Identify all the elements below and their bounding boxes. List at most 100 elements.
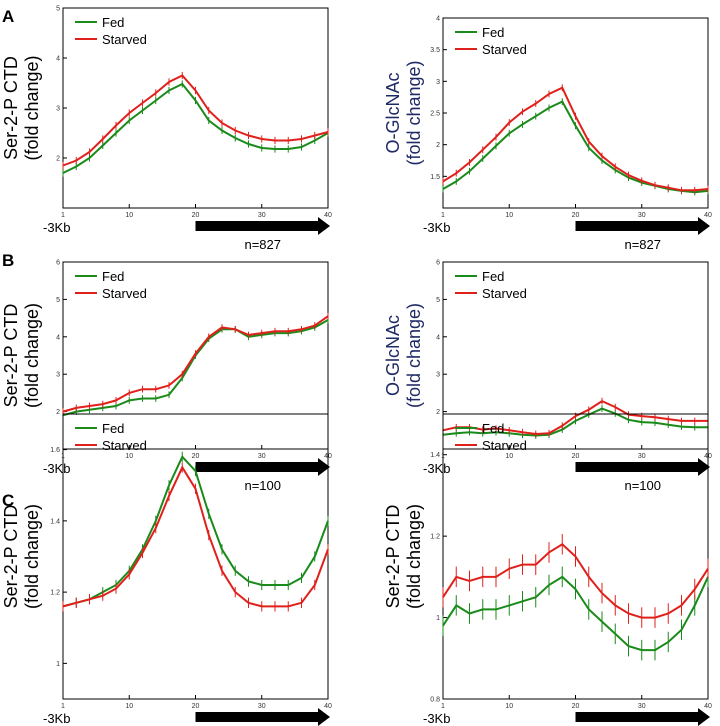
- n-label: n=827: [624, 237, 661, 252]
- chart-a-right: 1.5 2 2.5 3 3.5 4 10 20 30 40 1 Fed Starved O-GlcNAc(…: [383, 16, 712, 253]
- y-tick-label: 1.5: [430, 174, 440, 181]
- series-starved: [62, 462, 329, 612]
- y-axis-label-line: (fold change): [404, 504, 424, 609]
- y-tick-label: 3: [436, 79, 440, 86]
- series-fed: [62, 80, 329, 177]
- y-tick-label: 3: [56, 106, 60, 113]
- series-fed: [62, 451, 329, 612]
- series-fed: [442, 566, 709, 661]
- panel-letter-b: B: [2, 251, 14, 270]
- chart-a-left: 2 3 4 5 10 20 30 40 1 Fed Starved Ser-2-P CTD(fold …: [1, 6, 332, 253]
- y-tick-label: 2: [56, 409, 60, 416]
- series-starved: [62, 71, 329, 170]
- legend-label-starved: Starved: [482, 438, 527, 453]
- series-starved: [442, 397, 709, 438]
- x-tick-label: 30: [258, 453, 266, 460]
- x-start-label: -3Kb: [423, 461, 450, 476]
- legend-label-fed: Fed: [482, 269, 504, 284]
- y-axis-label-line: Ser-2-P CTD: [1, 304, 21, 408]
- chart-c-left: 1 1.2 1.4 1.6 10 20 30 40 1 Fed Starved Ser-2-P CTD…: [1, 413, 332, 726]
- series-line-starved: [442, 86, 709, 192]
- y-tick-label: 1: [56, 661, 60, 668]
- gene-body-arrow: [195, 708, 330, 726]
- x-tick-label: 10: [505, 212, 513, 219]
- y-axis-label-line: Ser-2-P CTD: [383, 505, 403, 609]
- gene-body-arrow: [575, 708, 710, 726]
- y-axis-label: Ser-2-P CTD(fold change): [1, 55, 42, 160]
- y-tick-label: 2: [436, 409, 440, 416]
- y-tick-label: 2.5: [430, 111, 440, 118]
- legend-label-fed: Fed: [102, 421, 124, 436]
- x-tick-label: 20: [572, 453, 580, 460]
- x-tick-label: 30: [638, 453, 646, 460]
- n-label: n=100: [244, 478, 281, 493]
- x-tick-label: 10: [505, 703, 513, 710]
- y-tick-label: 5: [56, 297, 60, 304]
- x-start-label: -3Kb: [423, 711, 450, 726]
- legend-label-fed: Fed: [482, 421, 504, 436]
- y-tick-label: 1.4: [430, 452, 440, 459]
- legend-label-starved: Starved: [482, 286, 527, 301]
- legend-label-fed: Fed: [482, 25, 504, 40]
- panel-letter-a: A: [2, 7, 14, 26]
- x-tick-label: 20: [192, 212, 200, 219]
- y-axis-label: O-GlcNAc(fold change): [383, 303, 424, 408]
- y-axis-label: Ser-2-P CTD(fold change): [1, 504, 42, 609]
- y-axis-label: Ser-2-P CTD(fold change): [383, 504, 424, 609]
- y-tick-label: 3: [436, 372, 440, 379]
- x-start-label: -3Kb: [43, 461, 70, 476]
- x-tick-label: 1: [441, 703, 445, 710]
- x-tick-label: 1: [61, 212, 65, 219]
- x-tick-label: 30: [258, 703, 266, 710]
- y-tick-label: 3.5: [430, 47, 440, 54]
- y-axis-label-line: (fold change): [404, 303, 424, 408]
- x-tick-label: 30: [638, 703, 646, 710]
- x-tick-label: 10: [505, 453, 513, 460]
- series-starved: [442, 534, 709, 628]
- x-tick-label: 20: [572, 703, 580, 710]
- gene-body-arrow: [195, 217, 330, 235]
- y-tick-label: 6: [56, 260, 60, 267]
- x-tick-label: 1: [441, 212, 445, 219]
- x-tick-label: 40: [324, 703, 332, 710]
- legend-label-starved: Starved: [102, 438, 147, 453]
- y-axis-label-line: O-GlcNAc: [383, 315, 403, 396]
- x-tick-label: 20: [192, 453, 200, 460]
- x-tick-label: 10: [125, 212, 133, 219]
- y-tick-label: 1.2: [430, 534, 440, 541]
- y-axis-label-line: (fold change): [404, 60, 424, 165]
- y-tick-label: 2: [56, 156, 60, 163]
- x-tick-label: 40: [704, 212, 712, 219]
- gene-body-arrow: [575, 217, 710, 235]
- y-axis-label-line: Ser-2-P CTD: [1, 505, 21, 609]
- series-fed: [442, 405, 709, 439]
- y-tick-label: 5: [436, 297, 440, 304]
- legend-label-fed: Fed: [102, 269, 124, 284]
- legend-label-starved: Starved: [102, 32, 147, 47]
- n-label: n=100: [624, 478, 661, 493]
- x-tick-label: 30: [258, 212, 266, 219]
- y-tick-label: 2: [436, 142, 440, 149]
- x-start-label: -3Kb: [43, 220, 70, 235]
- gene-body-arrow: [195, 458, 330, 476]
- x-start-label: -3Kb: [423, 220, 450, 235]
- panel-letter-c: C: [2, 491, 14, 510]
- x-tick-label: 20: [572, 212, 580, 219]
- x-start-label: -3Kb: [43, 711, 70, 726]
- y-tick-label: 3: [56, 372, 60, 379]
- y-tick-label: 1.2: [50, 590, 60, 597]
- legend-label-starved: Starved: [102, 286, 147, 301]
- legend-label-starved: Starved: [482, 42, 527, 57]
- y-axis-label-line: (fold change): [22, 55, 42, 160]
- gene-body-arrow: [575, 458, 710, 476]
- y-tick-label: 0.8: [430, 697, 440, 704]
- legend-label-fed: Fed: [102, 15, 124, 30]
- x-tick-label: 10: [125, 703, 133, 710]
- x-tick-label: 40: [704, 703, 712, 710]
- n-label: n=827: [244, 237, 281, 252]
- y-tick-label: 1: [436, 615, 440, 622]
